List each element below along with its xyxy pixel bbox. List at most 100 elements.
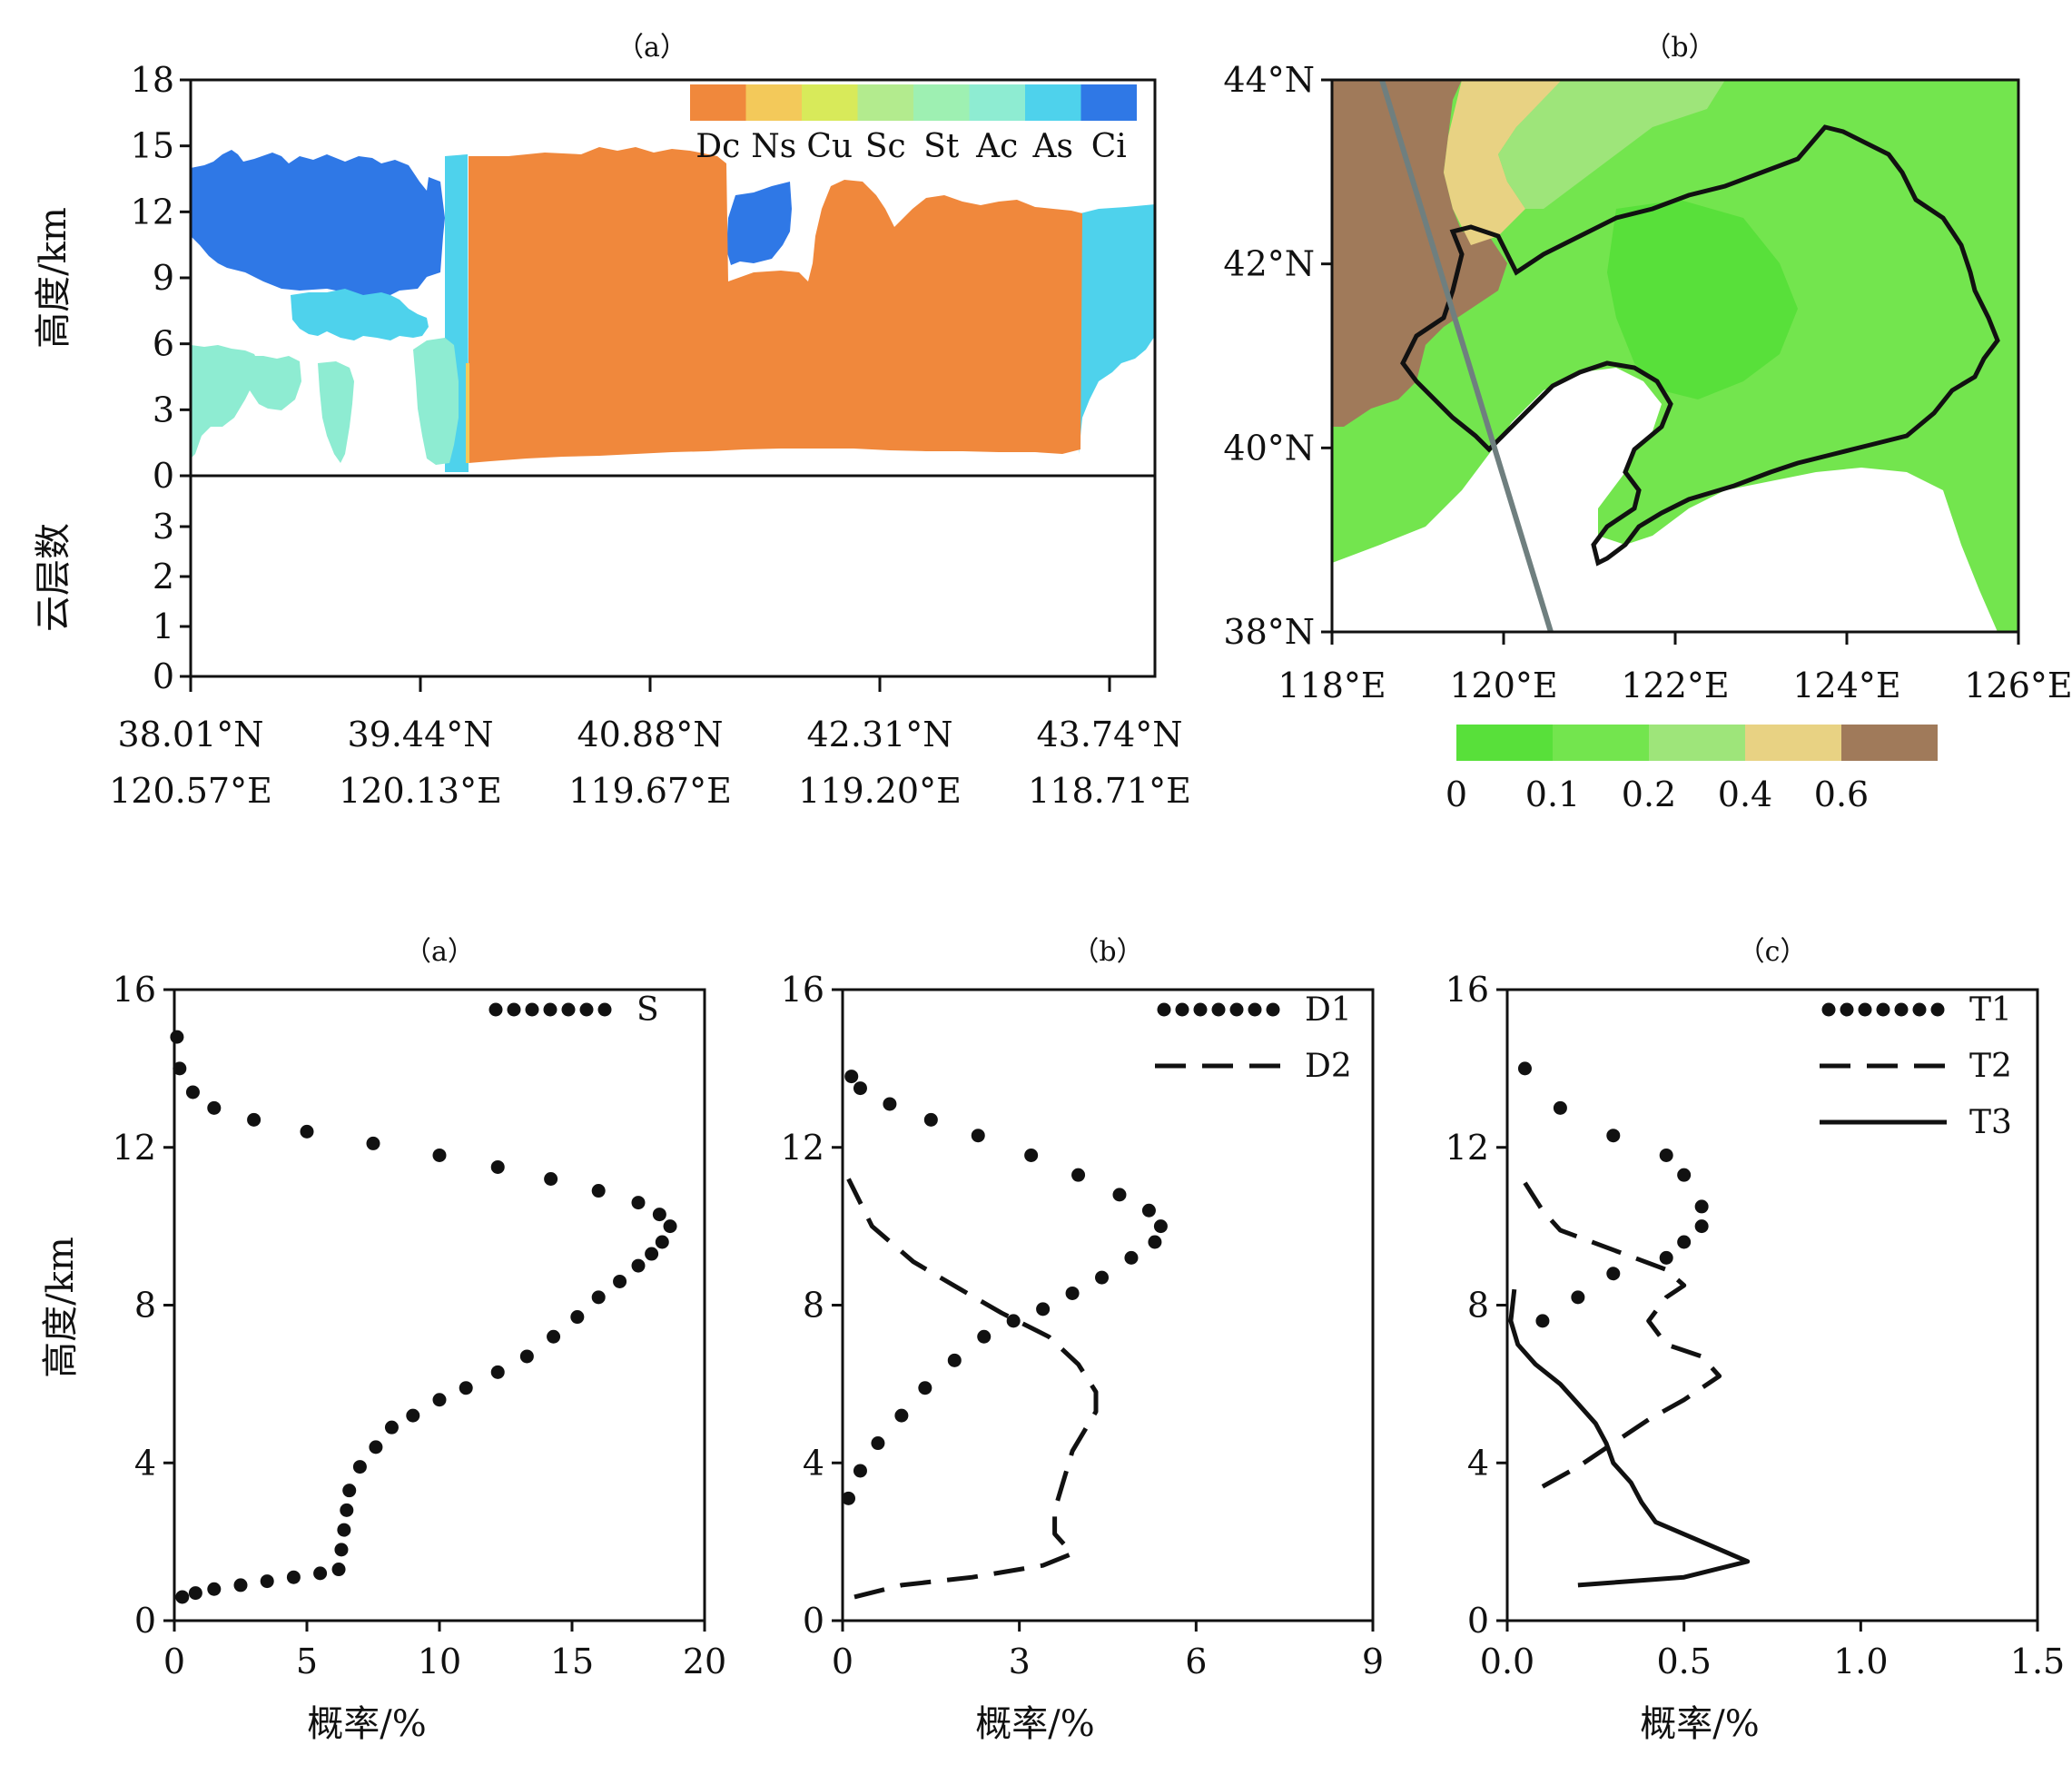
legend-label-t2: T2 [1969,1048,2012,1085]
point-s [490,1365,505,1379]
point-s [331,1563,346,1577]
legend-label-ac: Ac [975,128,1018,165]
as-region-left [291,289,429,340]
colorbar-swatch [1841,725,1938,761]
top-a-ylabel: 高度/km [33,207,74,349]
legend-label-s: S [636,991,659,1029]
colorbar-swatch [1456,725,1553,761]
ytick-label: 12 [113,1128,156,1168]
point-d1 [844,1070,859,1084]
point-d1 [1148,1235,1162,1249]
point-d1 [1112,1188,1127,1202]
legend-swatch-as [1025,84,1081,121]
satellite-track [1379,80,1554,632]
legend-swatch-dc [690,84,746,121]
legend-marker-t1 [1894,1002,1909,1017]
legend-label-d2: D2 [1305,1048,1352,1085]
point-s [591,1290,606,1305]
map-plain [1607,200,1798,399]
legend-swatch-ci [1080,84,1137,121]
point-s [645,1247,659,1261]
ytick-label: 4 [803,1443,824,1483]
xtick-label: 1.5 [2010,1642,2065,1681]
legend-marker-d1 [1211,1002,1226,1017]
point-s [352,1460,367,1474]
legend-marker-s [543,1002,557,1017]
point-d1 [1006,1314,1021,1328]
point-d1 [918,1381,932,1395]
xtick-label: 6 [1185,1642,1207,1681]
legend-marker-s [561,1002,576,1017]
xtick-lon-label: 118.71°E [1028,771,1191,811]
profile-frame [1505,988,2039,1622]
ytick-label-bottom: 1 [153,606,174,646]
xtick-label: 1.0 [1833,1642,1888,1681]
ytick-label: 4 [1467,1443,1489,1483]
legend-label-ns: Ns [751,128,796,165]
ytick-label: 12 [781,1128,824,1168]
point-d1 [871,1436,885,1451]
legend-label-d1: D1 [1305,991,1352,1029]
point-t1 [1517,1061,1532,1076]
colorbar-label: 0.2 [1622,774,1676,814]
legend-label-t3: T3 [1969,1104,2012,1141]
point-d1 [853,1081,867,1096]
point-s [170,1030,184,1044]
point-s [459,1381,473,1395]
point-d1 [1071,1168,1086,1182]
ac-region-4 [413,338,459,465]
point-s [286,1570,301,1584]
point-d1 [853,1464,867,1478]
legend-marker-s [507,1002,521,1017]
xtick-lat-label: 43.74°N [1036,715,1182,754]
legend-marker-d1 [1175,1002,1189,1017]
layer-count-area [191,527,1149,676]
profile-title: （b） [1071,936,1143,968]
xtick-label: 9 [1362,1642,1384,1681]
profile-panels: （a） 0 4 8 12 16 0 5 10 15 20 概率/% 高度/km S （b） 0 4 8 12 16 0 3… [40,936,2065,1745]
xtick-lon-label: 119.67°E [568,771,732,811]
legend-swatch-st [913,84,970,121]
point-d1 [947,1353,962,1367]
point-s [233,1578,248,1592]
ytick-label: 12 [1445,1128,1489,1168]
ac-region-2 [243,356,301,410]
lat-tick-label: 42°N [1223,244,1315,284]
point-t1 [1571,1290,1585,1305]
point-s [185,1085,200,1099]
lat-tick-label: 44°N [1223,60,1315,100]
profile-panel-3: （c） 0 4 8 12 16 0.0 0.5 1.0 1.5 概率/% T1 T2 T3 [1445,936,2066,1745]
point-s [490,1159,505,1174]
point-s [631,1196,646,1210]
legend-swatch-sc [857,84,913,121]
point-t1 [1677,1168,1692,1182]
top-panel-b: （b） 38°N 40°N 42°N 44°N 118°E 120°E 122°E 124°E… [1223,32,2072,814]
point-s [340,1503,354,1517]
xtick-label: 0.0 [1480,1642,1534,1681]
legend-marker-s [579,1002,594,1017]
colorbar-swatch [1745,725,1841,761]
point-s [519,1349,534,1364]
point-s [334,1543,349,1557]
point-s [313,1566,328,1581]
ytick-label: 0 [803,1601,824,1641]
map-sea [1332,368,1998,632]
colorbar-swatch [1649,725,1745,761]
map-high-terrain [1332,80,1507,427]
point-d1 [841,1491,855,1505]
point-d1 [923,1112,938,1127]
point-s [432,1148,447,1162]
profile-frame [841,988,1375,1622]
xtick-lat-label: 38.01°N [117,715,263,754]
lat-tick-label: 38°N [1223,612,1315,652]
profile-xlabel: 概率/% [975,1703,1094,1745]
ytick-label-top: 3 [153,389,174,429]
cloud-type-legend: Dc Ns Cu Sc St Ac As Ci [690,84,1137,165]
point-s [652,1208,666,1222]
ac-region-1 [191,345,259,459]
profile-panel-1: （a） 0 4 8 12 16 0 5 10 15 20 概率/% 高度/km S [40,936,726,1745]
legend-marker-d1 [1266,1002,1280,1017]
point-s [207,1582,222,1596]
ytick-label-bottom: 3 [153,507,174,547]
